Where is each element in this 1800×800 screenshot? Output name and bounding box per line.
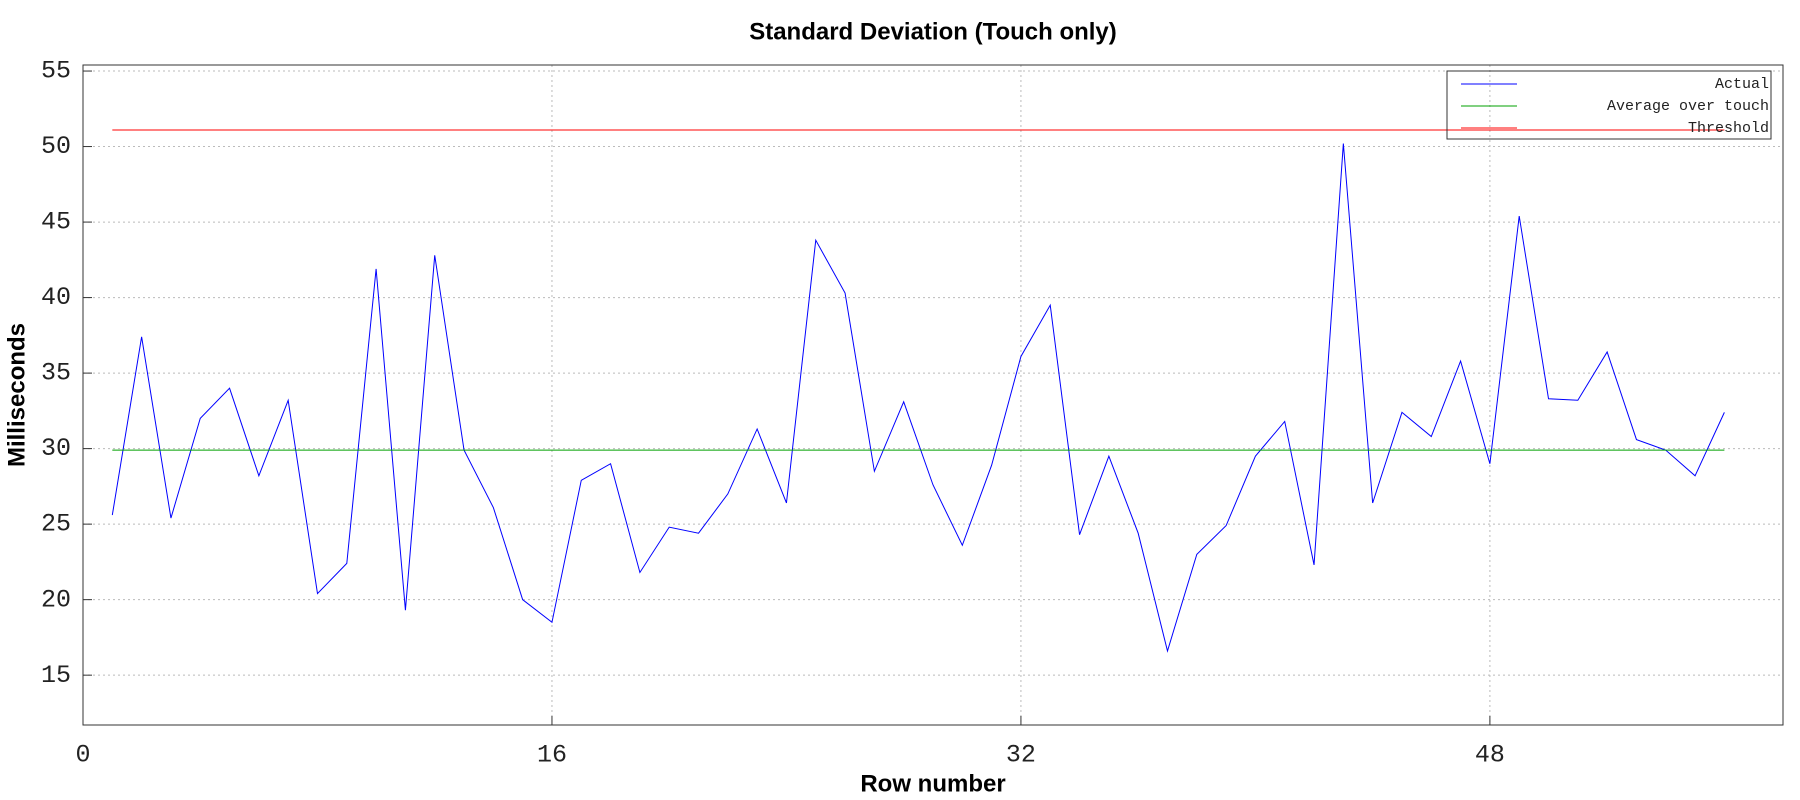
y-tick-label: 50 xyxy=(41,132,71,161)
plot-frame xyxy=(82,64,1784,726)
x-tick-label: 48 xyxy=(1475,741,1505,770)
y-tick-label: 55 xyxy=(41,57,71,86)
y-tick-label: 25 xyxy=(41,510,71,539)
y-axis-label: Milliseconds xyxy=(3,323,30,467)
y-tick-label: 45 xyxy=(41,208,71,237)
legend-label: Threshold xyxy=(1688,120,1769,137)
x-tick-label: 0 xyxy=(75,741,90,770)
legend-label: Average over touch xyxy=(1607,98,1769,115)
legend-box xyxy=(1446,70,1772,140)
y-tick-label: 40 xyxy=(41,283,71,312)
y-tick-label: 15 xyxy=(41,661,71,690)
chart-title: Standard Deviation (Touch only) xyxy=(749,18,1117,45)
y-tick-label: 35 xyxy=(41,359,71,388)
x-axis-label: Row number xyxy=(860,770,1005,797)
y-tick-label: 20 xyxy=(41,585,71,614)
x-tick-label: 16 xyxy=(537,741,567,770)
y-tick-label: 30 xyxy=(41,434,71,463)
line-series xyxy=(111,143,1725,653)
legend-label: Actual xyxy=(1715,76,1769,93)
x-tick-label: 32 xyxy=(1006,741,1036,770)
